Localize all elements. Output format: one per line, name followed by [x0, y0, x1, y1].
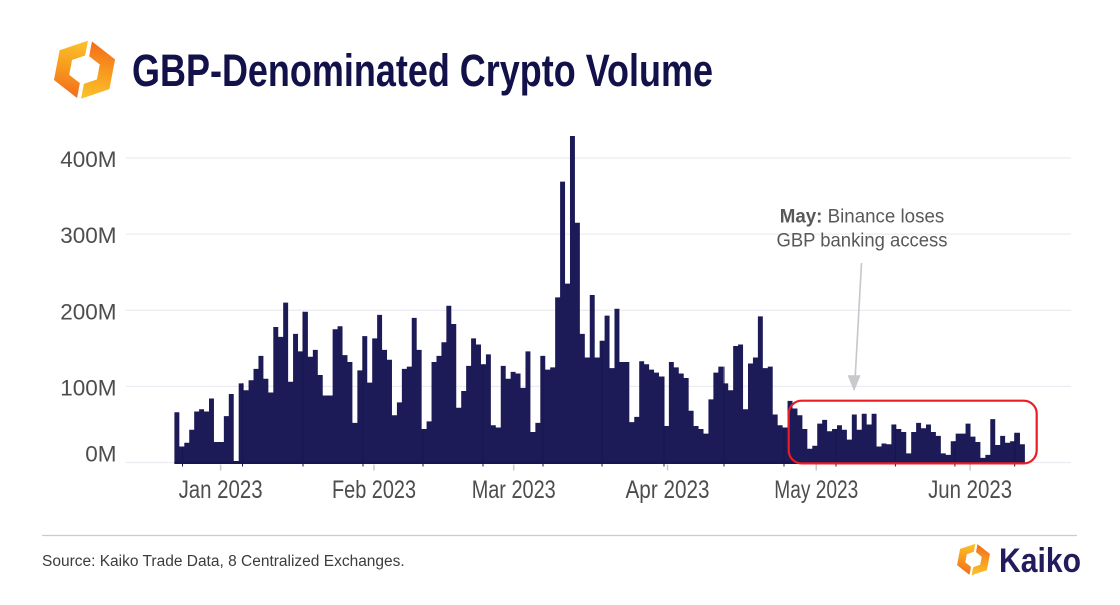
- svg-text:Jan 2023: Jan 2023: [179, 476, 263, 504]
- svg-text:Apr 2023: Apr 2023: [626, 476, 710, 504]
- svg-text:Feb 2023: Feb 2023: [332, 476, 416, 504]
- svg-text:Jun 2023: Jun 2023: [928, 476, 1012, 504]
- svg-text:0M: 0M: [85, 441, 116, 466]
- svg-text:Mar 2023: Mar 2023: [472, 476, 556, 504]
- svg-text:Kaiko: Kaiko: [999, 542, 1081, 580]
- svg-text:400M: 400M: [60, 147, 116, 172]
- svg-text:GBP-Denominated Crypto Volume: GBP-Denominated Crypto Volume: [132, 45, 713, 96]
- svg-text:Source: Kaiko Trade Data, 8 Ce: Source: Kaiko Trade Data, 8 Centralized …: [42, 553, 405, 570]
- svg-text:100M: 100M: [60, 375, 116, 400]
- svg-text:May 2023: May 2023: [774, 476, 858, 504]
- svg-text:GBP banking access: GBP banking access: [777, 230, 948, 252]
- svg-text:200M: 200M: [60, 299, 116, 324]
- svg-text:May: Binance loses: May: Binance loses: [780, 206, 945, 228]
- svg-text:300M: 300M: [60, 223, 116, 248]
